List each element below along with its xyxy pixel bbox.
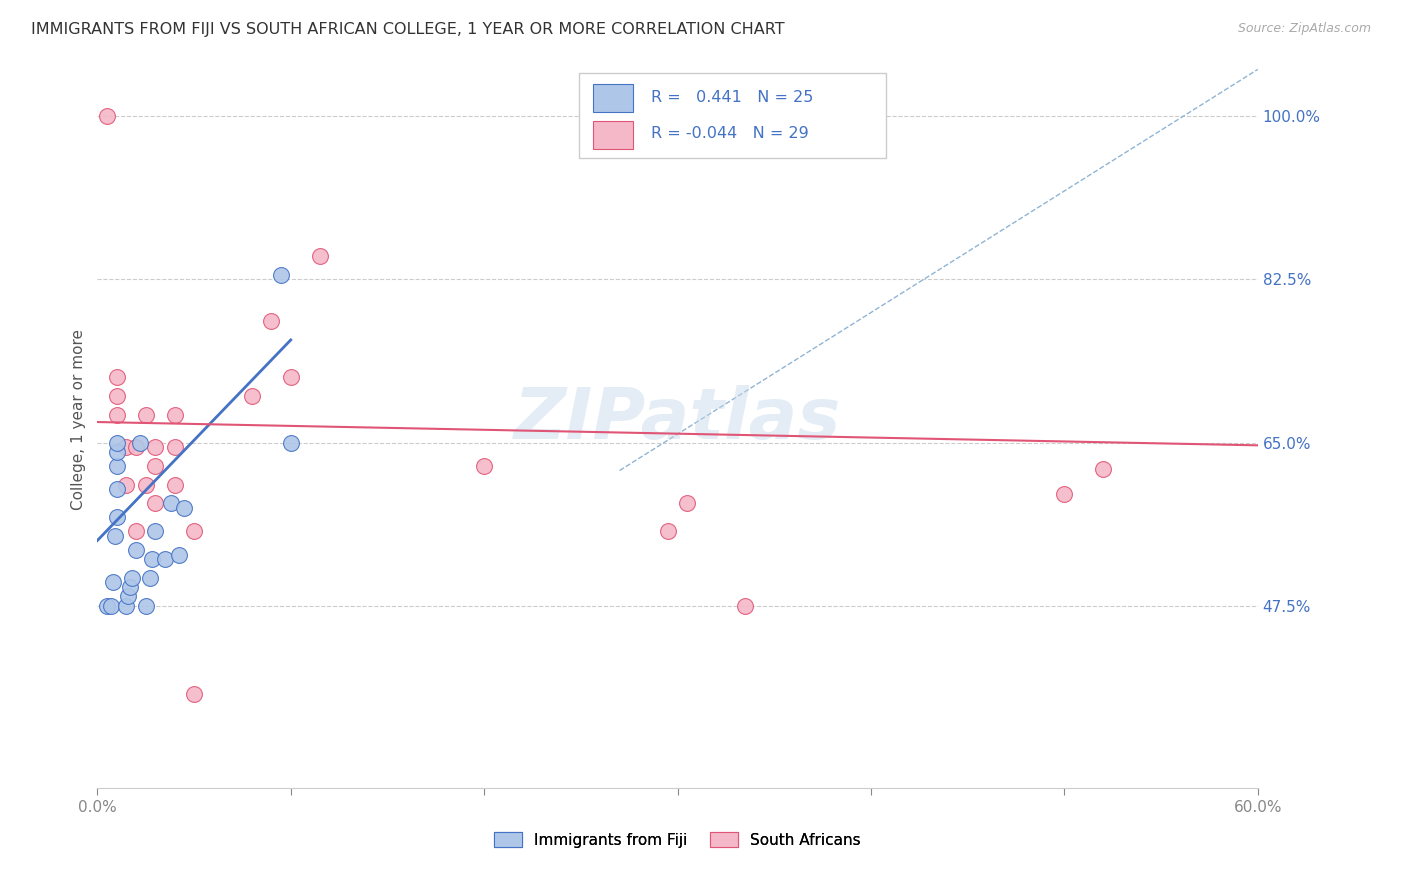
Point xyxy=(260,314,283,328)
FancyBboxPatch shape xyxy=(593,120,634,149)
Point xyxy=(105,389,128,403)
Point xyxy=(105,510,128,524)
Point xyxy=(173,500,195,515)
Point xyxy=(280,435,302,450)
Point xyxy=(125,542,148,557)
Point xyxy=(308,249,330,263)
Point xyxy=(101,575,124,590)
Point xyxy=(104,529,127,543)
Point xyxy=(734,599,756,613)
Text: Source: ZipAtlas.com: Source: ZipAtlas.com xyxy=(1237,22,1371,36)
Point xyxy=(129,435,152,450)
Point xyxy=(100,599,122,613)
Point xyxy=(145,458,167,473)
Point xyxy=(141,552,163,566)
Point xyxy=(120,580,142,594)
Point xyxy=(145,524,167,538)
Point xyxy=(115,599,138,613)
Point xyxy=(115,440,138,454)
Point xyxy=(105,482,128,496)
Point xyxy=(96,599,118,613)
Point xyxy=(657,524,679,538)
Point xyxy=(270,268,292,282)
Point xyxy=(125,524,148,538)
Text: R =   0.441   N = 25: R = 0.441 N = 25 xyxy=(651,89,813,104)
Point xyxy=(121,571,143,585)
Legend: Immigrants from Fiji, South Africans: Immigrants from Fiji, South Africans xyxy=(488,826,868,854)
Point xyxy=(135,599,157,613)
Point xyxy=(160,496,183,510)
Point xyxy=(686,109,709,123)
Point xyxy=(1092,461,1115,475)
Point xyxy=(183,524,205,538)
Point xyxy=(135,477,157,491)
Point xyxy=(105,458,128,473)
Point xyxy=(135,408,157,422)
Point xyxy=(163,408,186,422)
Point xyxy=(1053,487,1076,501)
Point xyxy=(105,435,128,450)
Text: R = -0.044   N = 29: R = -0.044 N = 29 xyxy=(651,127,808,142)
Point xyxy=(105,408,128,422)
Y-axis label: College, 1 year or more: College, 1 year or more xyxy=(72,329,86,509)
Point xyxy=(163,440,186,454)
Point xyxy=(145,496,167,510)
Point xyxy=(280,370,302,384)
Point xyxy=(145,440,167,454)
FancyBboxPatch shape xyxy=(593,84,634,112)
Point xyxy=(115,477,138,491)
Point xyxy=(117,590,139,604)
Point xyxy=(240,389,263,403)
Point xyxy=(96,109,118,123)
Point xyxy=(105,370,128,384)
Text: IMMIGRANTS FROM FIJI VS SOUTH AFRICAN COLLEGE, 1 YEAR OR MORE CORRELATION CHART: IMMIGRANTS FROM FIJI VS SOUTH AFRICAN CO… xyxy=(31,22,785,37)
Point xyxy=(125,440,148,454)
Point xyxy=(472,458,495,473)
Point xyxy=(153,552,176,566)
Point xyxy=(138,571,160,585)
Point xyxy=(105,445,128,459)
FancyBboxPatch shape xyxy=(579,73,886,158)
Point xyxy=(163,477,186,491)
Text: ZIPatlas: ZIPatlas xyxy=(515,384,841,454)
Point xyxy=(676,496,699,510)
Point xyxy=(183,688,205,702)
Point xyxy=(167,548,190,562)
